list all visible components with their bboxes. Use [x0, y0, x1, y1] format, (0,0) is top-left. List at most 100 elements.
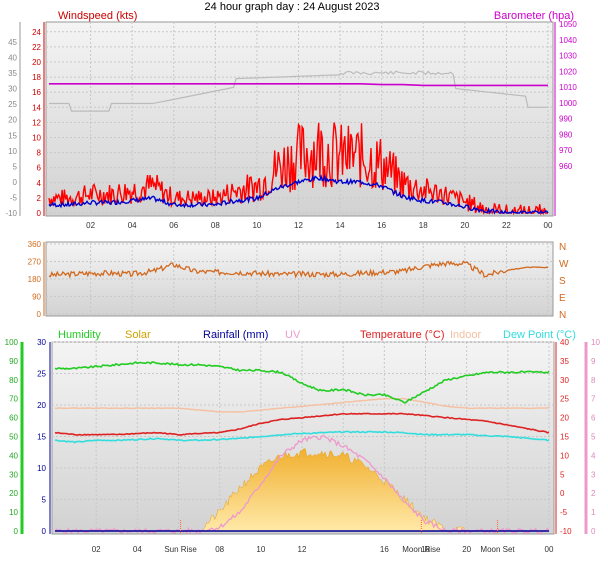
direction-tick-label: 90	[32, 293, 41, 302]
wind-x-tick-label: 00	[544, 221, 553, 230]
temperature-tick-label: 0	[560, 489, 565, 498]
compass-label: E	[559, 293, 566, 304]
humidity-tick-label: 40	[9, 451, 18, 460]
uv-tick-label: 3	[591, 470, 596, 479]
wind-axes: 242220181614121086420454035302520151050-…	[5, 20, 577, 230]
windspeed-tick-label: 0	[37, 209, 42, 218]
temp-series	[54, 361, 550, 535]
wind-x-tick-label: 06	[169, 221, 178, 230]
gust-tick-label: -5	[10, 193, 18, 202]
windspeed-tick-label: 10	[32, 133, 41, 142]
wind-direction-line	[48, 260, 549, 279]
rainfall-tick-label: 15	[37, 433, 46, 442]
windspeed-tick-label: 14	[32, 103, 41, 112]
uv-tick-label: 1	[591, 508, 596, 517]
event-label: Moon Rise	[402, 545, 441, 554]
gust-tick-label: -10	[5, 209, 17, 218]
temperature-tick-label: -5	[560, 508, 568, 517]
gust-tick-label: 25	[8, 100, 17, 109]
humidity-tick-label: 30	[9, 470, 18, 479]
legend-item: Temperature (°C)	[360, 329, 444, 341]
windspeed-tick-label: 16	[32, 88, 41, 97]
humidity-tick-label: 100	[5, 338, 19, 347]
uv-tick-label: 9	[591, 357, 596, 366]
wind-plot-area	[45, 21, 554, 217]
direction-tick-label: 360	[28, 240, 42, 249]
barometer-tick-label: 1050	[559, 20, 577, 29]
uv-tick-label: 2	[591, 489, 596, 498]
rainfall-tick-label: 0	[42, 527, 47, 536]
temperature-tick-label: 10	[560, 451, 569, 460]
temperature-tick-label: 15	[560, 433, 569, 442]
compass-label: N	[559, 310, 566, 321]
legend-item: Humidity	[58, 329, 101, 341]
temp-x-tick-label: 04	[133, 545, 142, 554]
wind-x-tick-label: 14	[336, 221, 345, 230]
event-label: Sun Rise	[164, 545, 197, 554]
temp-x-tick-label: 20	[462, 545, 471, 554]
wind-x-tick-label: 18	[419, 221, 428, 230]
indoor-line	[54, 397, 550, 413]
wind-x-tick-label: 22	[502, 221, 511, 230]
legend-item: Dew Point (°C)	[503, 329, 576, 341]
windspeed-tick-label: 22	[32, 43, 41, 52]
barometer-tick-label: 980	[559, 130, 573, 139]
temperature-tick-label: 35	[560, 357, 569, 366]
uv-tick-label: 10	[591, 338, 600, 347]
barometer-tick-label: 1020	[559, 67, 577, 76]
legend-item: Solar	[125, 329, 151, 341]
uv-tick-label: 5	[591, 433, 596, 442]
direction-gridlines	[46, 242, 553, 316]
wind-x-tick-label: 02	[86, 221, 95, 230]
humidity-line	[54, 361, 550, 404]
chart-title: 24 hour graph day : 24 August 2023	[205, 1, 380, 13]
legend-item: UV	[285, 329, 301, 341]
temp-axes: 1009080706050403020100302520151050403530…	[5, 338, 601, 554]
temp-legend: Humidity Solar Rainfall (mm) UV Temperature …	[58, 329, 576, 341]
wind-x-tick-label: 16	[377, 221, 386, 230]
wind-x-tick-label: 08	[211, 221, 220, 230]
windspeed-tick-label: 4	[37, 179, 42, 188]
event-label: Moon Set	[480, 545, 515, 554]
wind-series	[48, 70, 549, 216]
wind-x-tick-label: 10	[252, 221, 261, 230]
temperature-tick-label: 40	[560, 338, 569, 347]
humidity-tick-label: 70	[9, 395, 18, 404]
windspeed-line	[48, 122, 548, 216]
windspeed-tick-label: 20	[32, 58, 41, 67]
barometer-tick-label: 970	[559, 146, 573, 155]
wind-average-line	[48, 174, 549, 215]
direction-tick-label: 0	[37, 310, 42, 319]
temperature-tick-label: 25	[560, 395, 569, 404]
temperature-tick-label: 20	[560, 414, 569, 423]
wind-x-tick-label: 20	[460, 221, 469, 230]
windspeed-tick-label: 6	[37, 164, 42, 173]
temperature-tick-label: 5	[560, 470, 565, 479]
gust-reference-line	[49, 70, 548, 112]
gust-tick-label: 30	[8, 85, 17, 94]
uv-tick-label: 7	[591, 395, 596, 404]
humidity-tick-label: 10	[9, 508, 18, 517]
windspeed-tick-label: 18	[32, 73, 41, 82]
humidity-tick-label: 80	[9, 376, 18, 385]
dewpoint-line	[54, 430, 550, 444]
windspeed-tick-label: 2	[37, 194, 42, 203]
temp-x-tick-label: 10	[256, 545, 265, 554]
legend-item: Rainfall (mm)	[203, 329, 268, 341]
windspeed-tick-label: 8	[37, 149, 42, 158]
direction-tick-label: 270	[28, 258, 42, 267]
humidity-tick-label: 0	[14, 527, 19, 536]
humidity-tick-label: 20	[9, 489, 18, 498]
windspeed-tick-label: 24	[32, 28, 41, 37]
temp-x-tick-label: 08	[215, 545, 224, 554]
gust-tick-label: 20	[8, 116, 17, 125]
gust-tick-label: 15	[8, 131, 17, 140]
uv-tick-label: 8	[591, 376, 596, 385]
direction-tick-label: 180	[28, 275, 42, 284]
barometer-tick-label: 1010	[559, 83, 577, 92]
windspeed-tick-label: 12	[32, 118, 41, 127]
humidity-tick-label: 90	[9, 357, 18, 366]
temp-x-tick-label: 16	[380, 545, 389, 554]
barometer-tick-label: 1040	[559, 36, 577, 45]
